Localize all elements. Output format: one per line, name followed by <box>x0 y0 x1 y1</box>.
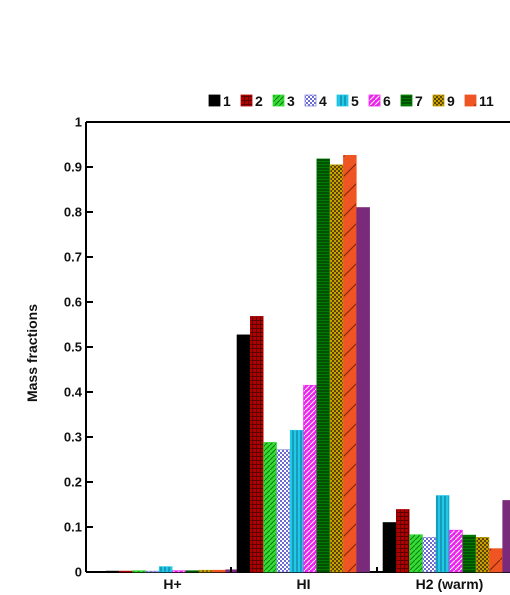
legend-swatch-9 <box>432 94 445 107</box>
legend-label-3: 3 <box>287 93 295 109</box>
y-axis-label: Mass fractions <box>24 304 40 402</box>
bar-9-H+ <box>198 569 213 573</box>
chart-bars <box>105 155 510 573</box>
legend-label-6: 6 <box>383 93 391 109</box>
y-tick-label: 0.7 <box>64 250 82 265</box>
y-tick-label: 0.8 <box>64 205 82 220</box>
legend-swatch-7 <box>400 94 413 107</box>
bar-5-H+ <box>158 566 173 573</box>
bar-3-HI <box>263 442 277 573</box>
bar-unlabeled-H2 (warm) <box>502 500 510 573</box>
y-tick-label: 0.6 <box>64 295 82 310</box>
y-tick-label: 0.9 <box>64 160 82 175</box>
bar-6-H+ <box>172 570 186 573</box>
y-tick-label: 0.1 <box>64 520 82 535</box>
bar-unlabeled-H+ <box>225 569 239 573</box>
legend-swatch-6 <box>368 94 381 107</box>
legend-label-7: 7 <box>415 93 423 109</box>
bar-2-HI <box>250 316 264 573</box>
legend-label-4: 4 <box>319 93 327 109</box>
legend-swatch-1 <box>208 94 221 107</box>
bar-2-H2 (warm) <box>395 509 410 573</box>
legend-label-1: 1 <box>223 93 231 109</box>
bar-4-H2 (warm) <box>422 537 437 573</box>
x-axis-labels: H+ HI H2 (warm) <box>163 576 483 592</box>
legend-swatch-2 <box>240 94 253 107</box>
bar-unlabeled-HI <box>356 207 370 573</box>
x-tick-label: H2 (warm) <box>416 576 484 592</box>
y-tick-label: 0.2 <box>64 475 82 490</box>
bar-4-HI <box>276 449 291 573</box>
legend-swatch-3 <box>272 94 285 107</box>
legend-swatch-5 <box>336 94 349 107</box>
bar-11-HI <box>343 155 357 573</box>
bar-1-H2 (warm) <box>382 522 397 573</box>
bar-6-H2 (warm) <box>449 529 463 573</box>
bar-1-HI <box>236 334 251 573</box>
legend-label-2: 2 <box>255 93 263 109</box>
bar-6-HI <box>303 384 317 573</box>
bar-7-H+ <box>185 570 200 573</box>
bar-2-H+ <box>119 570 133 573</box>
bar-1-H+ <box>105 570 120 573</box>
bar-4-H+ <box>145 570 160 573</box>
bar-11-H2 (warm) <box>489 548 503 573</box>
bar-3-H2 (warm) <box>409 534 423 573</box>
bar-9-H2 (warm) <box>475 537 490 573</box>
y-tick-label: 0.4 <box>64 385 83 400</box>
legend-label-5: 5 <box>351 93 359 109</box>
y-tick-label: 0 <box>75 565 82 580</box>
y-tick-label: 1 <box>75 115 82 130</box>
bar-9-HI <box>329 164 344 573</box>
legend-label-9: 9 <box>447 93 455 109</box>
legend-label-11: 11 <box>479 93 494 109</box>
bar-5-H2 (warm) <box>435 495 450 573</box>
bar-3-H+ <box>132 570 146 573</box>
bar-7-H2 (warm) <box>462 534 476 573</box>
legend-swatch-4 <box>304 94 317 107</box>
bar-11-H+ <box>212 569 226 573</box>
chart-legend: 1 2 3 4 5 6 7 9 11 <box>208 93 494 109</box>
y-tick-label: 0.5 <box>64 340 82 355</box>
legend-swatch-11 <box>464 94 477 107</box>
bar-7-HI <box>316 158 330 573</box>
y-tick-label: 0.3 <box>64 430 82 445</box>
x-tick-label: H+ <box>163 576 181 592</box>
bar-5-HI <box>289 429 304 573</box>
x-tick-label: HI <box>297 576 311 592</box>
